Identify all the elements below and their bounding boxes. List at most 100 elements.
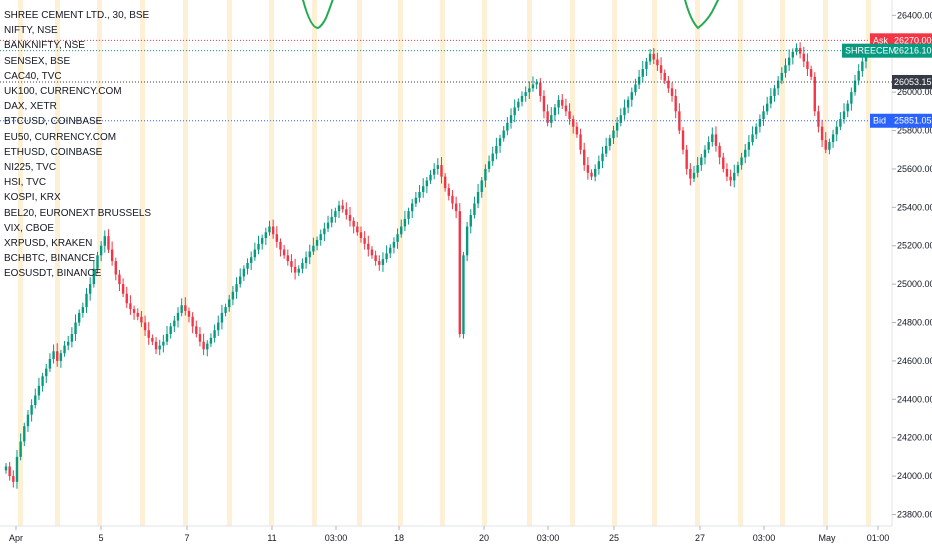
candle-body — [802, 53, 805, 62]
candle-body — [96, 255, 99, 269]
compare-symbol-item[interactable]: BCHBTC, BINANCE — [4, 253, 96, 265]
candle-body — [169, 326, 172, 335]
candle-body — [568, 111, 571, 120]
candle-body — [180, 305, 183, 313]
compare-symbol-item[interactable]: NIFTY, NSE — [4, 25, 58, 37]
candle-body — [224, 307, 227, 313]
candle-body — [469, 215, 472, 227]
compare-symbol-item[interactable]: NI225, TVC — [4, 162, 57, 174]
y-tick-label: 26400.00 — [897, 10, 932, 20]
candle-body — [334, 211, 337, 217]
candle-body — [758, 119, 762, 127]
y-tick-label: 24400.00 — [897, 394, 932, 404]
price-tag-label-box — [842, 43, 892, 58]
candle-body — [246, 263, 249, 269]
compare-symbol-item[interactable]: UK100, CURRENCY.COM — [4, 86, 122, 98]
candle-body — [524, 92, 527, 96]
candle-body — [593, 168, 597, 177]
candle-body — [315, 239, 319, 246]
candle-body — [26, 414, 30, 427]
candle-body — [228, 299, 231, 308]
candle-body — [718, 145, 721, 158]
candle-body — [484, 168, 487, 181]
candle-body — [70, 334, 74, 342]
candle-body — [747, 142, 751, 150]
candle-body — [330, 216, 333, 223]
candle-body — [421, 186, 425, 192]
compare-symbol-item[interactable]: BANKNIFTY, NSE — [4, 40, 85, 52]
compare-symbol-item[interactable]: BTCUSD, COINBASE — [4, 116, 103, 128]
y-tick-label: 24600.00 — [897, 356, 932, 366]
candle-body — [99, 245, 103, 256]
candle-body — [432, 168, 436, 175]
compare-symbol-item[interactable]: ETHUSD, COINBASE — [4, 146, 103, 158]
candle-body — [725, 168, 729, 177]
x-tick-label: Apr — [9, 533, 23, 543]
compare-symbol-item[interactable]: BEL20, EURONEXT BRUSSELS — [4, 207, 152, 219]
candle-body — [158, 345, 161, 350]
candle-body — [385, 253, 388, 260]
candle-body — [451, 195, 454, 204]
candle-body — [345, 209, 348, 216]
candle-body — [531, 84, 535, 89]
candle-body — [513, 107, 516, 116]
compare-symbol-item[interactable]: KOSPI, KRX — [4, 192, 61, 204]
candle-body — [784, 65, 787, 73]
candle-body — [374, 255, 377, 262]
candle-body — [297, 268, 300, 273]
compare-symbol-item[interactable]: XRPUSD, KRAKEN — [4, 238, 93, 250]
candle-body — [806, 61, 809, 70]
candle-body — [195, 326, 198, 335]
session-stripe — [527, 0, 532, 526]
candle-body — [861, 61, 864, 72]
y-tick-label: 24800.00 — [897, 318, 932, 328]
candle-body — [77, 312, 81, 323]
candle-body — [722, 157, 725, 169]
session-stripe — [823, 0, 828, 526]
candle-body — [546, 111, 549, 123]
session-stripe — [55, 0, 60, 526]
candle-body — [23, 426, 26, 442]
candle-body — [165, 334, 169, 342]
compare-symbol-item[interactable]: HSI, TVC — [4, 177, 47, 189]
candle-body — [257, 243, 260, 250]
compare-symbol-item[interactable]: DAX, XETR — [4, 101, 57, 113]
compare-symbol-item[interactable]: VIX, CBOE — [4, 222, 55, 234]
candle-body — [689, 168, 692, 179]
x-tick-label: 27 — [695, 533, 705, 543]
candle-body — [535, 82, 538, 85]
candle-body — [458, 211, 461, 335]
session-stripe — [140, 0, 145, 526]
candle-body — [842, 111, 846, 120]
candle-body — [604, 145, 608, 154]
candle-body — [509, 115, 513, 123]
candle-body — [443, 176, 447, 189]
compare-symbol-item[interactable]: CAC40, TVC — [4, 70, 62, 82]
session-stripe — [18, 0, 23, 526]
candle-body — [392, 241, 396, 248]
candle-body — [151, 337, 154, 342]
y-tick-label: 25400.00 — [897, 202, 932, 212]
candle-body — [645, 61, 648, 70]
candle-body — [751, 134, 754, 143]
candle-body — [765, 103, 769, 112]
candle-body — [539, 82, 542, 96]
candle-body — [239, 276, 242, 285]
compare-symbol-item[interactable]: EOSUSDT, BINANCE — [4, 268, 102, 280]
candle-body — [217, 322, 220, 331]
session-stripe — [97, 0, 102, 526]
x-tick-label: 20 — [479, 533, 489, 543]
compare-symbol-item[interactable]: SENSEX, BSE — [4, 55, 71, 67]
session-stripe — [780, 0, 785, 526]
candle-body — [817, 111, 820, 127]
compare-symbol-item[interactable]: EU50, CURRENCY.COM — [4, 131, 117, 143]
legend: SHREE CEMENT LTD., 30, BSE NIFTY, NSE BAN… — [4, 8, 151, 282]
session-stripe — [866, 0, 871, 526]
price-tag-box — [892, 74, 932, 89]
price-tag-label: SHREECEM — [845, 46, 896, 56]
candle-body — [465, 226, 469, 256]
candle-body — [378, 261, 381, 265]
x-tick-label: 7 — [184, 533, 189, 543]
candle-body — [370, 249, 374, 256]
